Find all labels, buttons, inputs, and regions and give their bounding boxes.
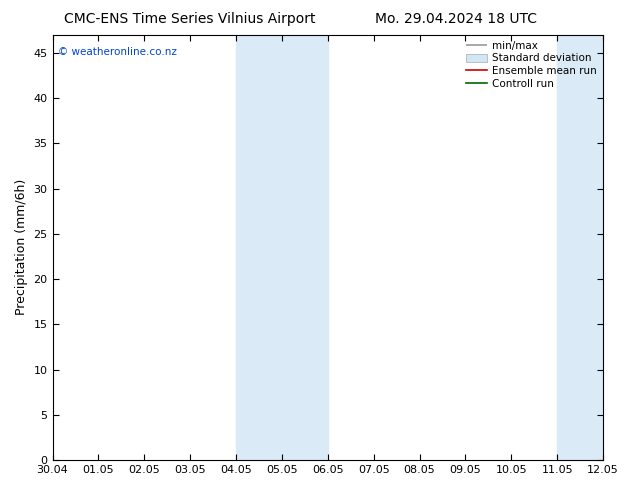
- Bar: [557, 35, 634, 460]
- Bar: [236, 35, 328, 460]
- Text: © weatheronline.co.nz: © weatheronline.co.nz: [58, 48, 177, 57]
- Y-axis label: Precipitation (mm/6h): Precipitation (mm/6h): [15, 179, 28, 316]
- Legend: min/max, Standard deviation, Ensemble mean run, Controll run: min/max, Standard deviation, Ensemble me…: [462, 37, 601, 93]
- Text: Mo. 29.04.2024 18 UTC: Mo. 29.04.2024 18 UTC: [375, 12, 538, 26]
- Text: CMC-ENS Time Series Vilnius Airport: CMC-ENS Time Series Vilnius Airport: [65, 12, 316, 26]
